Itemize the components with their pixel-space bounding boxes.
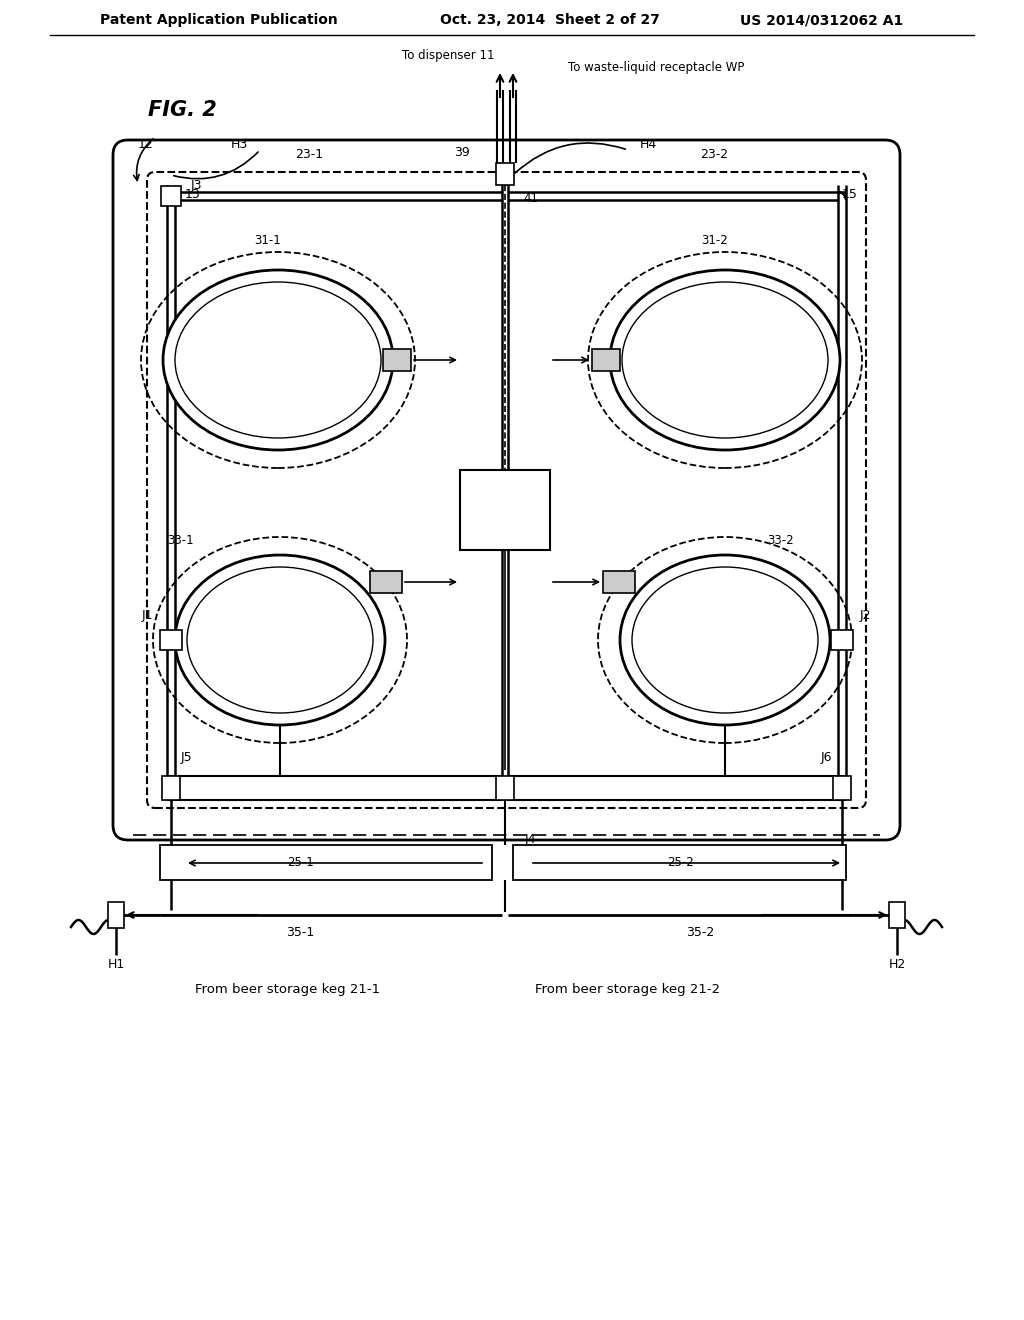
Text: 33-2: 33-2 [767,533,794,546]
Bar [833,776,851,800]
Bar [496,162,514,185]
Text: Control
computer: Control computer [476,496,534,524]
Text: 12: 12 [138,139,154,152]
Text: 13: 13 [185,189,201,202]
Text: FIG. 2: FIG. 2 [148,100,217,120]
Bar [889,902,905,928]
Bar [496,776,514,800]
Bar [160,630,182,649]
Ellipse shape [175,554,385,725]
Text: 25-2: 25-2 [667,857,693,870]
Bar [162,776,180,800]
Text: To dispenser 11: To dispenser 11 [402,49,495,62]
Text: 33-1: 33-1 [167,533,194,546]
Text: From beer storage keg 21-2: From beer storage keg 21-2 [535,983,720,997]
Bar [108,902,124,928]
Text: 23-2: 23-2 [700,149,728,161]
Text: 31-2: 31-2 [701,234,728,247]
Text: H1: H1 [108,958,125,972]
Text: Patent Application Publication: Patent Application Publication [100,13,338,26]
Text: H4: H4 [640,139,657,152]
Ellipse shape [620,554,830,725]
Bar [460,470,550,550]
Bar [370,572,402,593]
Text: J5: J5 [181,751,193,763]
Ellipse shape [610,271,840,450]
Text: 25-1: 25-1 [287,857,313,870]
FancyBboxPatch shape [113,140,900,840]
Text: J4: J4 [525,833,537,846]
Text: 31-1: 31-1 [255,234,282,247]
Ellipse shape [163,271,393,450]
Bar [831,630,853,649]
Text: H3: H3 [230,139,248,152]
Text: J1: J1 [141,609,153,622]
Bar [160,845,492,880]
Text: US 2014/0312062 A1: US 2014/0312062 A1 [740,13,903,26]
Text: Oct. 23, 2014  Sheet 2 of 27: Oct. 23, 2014 Sheet 2 of 27 [440,13,659,26]
Bar [603,572,635,593]
Text: 15: 15 [842,189,858,202]
Text: 35-2: 35-2 [686,927,714,940]
Text: 41: 41 [523,191,538,205]
Bar [383,348,411,371]
Bar [592,348,620,371]
Bar [513,845,846,880]
Text: 23-1: 23-1 [295,149,324,161]
Text: To waste-liquid receptacle WP: To waste-liquid receptacle WP [568,62,744,74]
Text: 35-1: 35-1 [286,927,314,940]
Text: 39: 39 [455,147,470,160]
Text: J3: J3 [191,178,203,191]
Text: J6: J6 [820,751,831,763]
Bar [161,186,181,206]
Text: J2: J2 [860,609,871,622]
Text: H2: H2 [889,958,905,972]
Text: From beer storage keg 21-1: From beer storage keg 21-1 [195,983,380,997]
